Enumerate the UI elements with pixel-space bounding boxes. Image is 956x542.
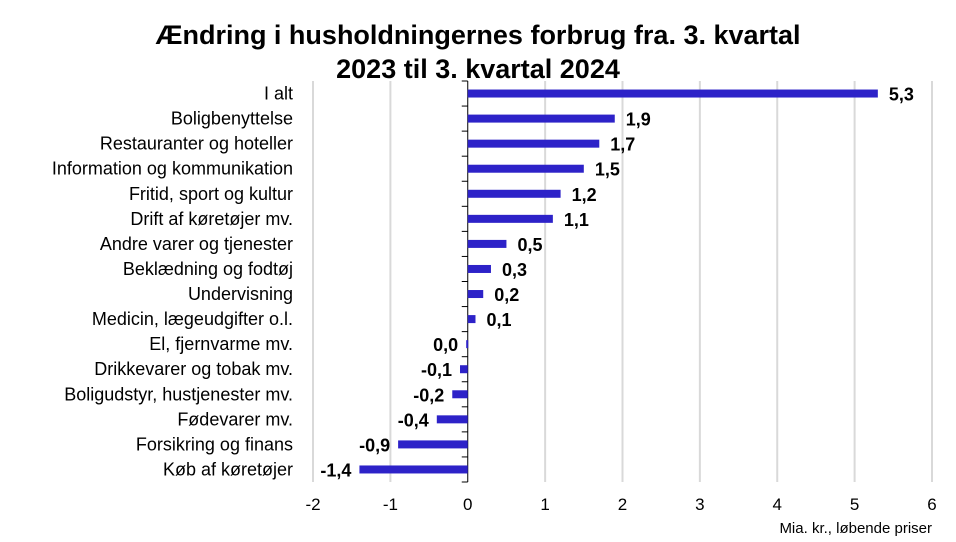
- x-tick-label: 2: [618, 495, 627, 514]
- x-tick-label: 4: [773, 495, 782, 514]
- data-label: 1,7: [610, 135, 635, 155]
- category-label: Fritid, sport og kultur: [129, 184, 293, 204]
- x-tick-label: 5: [850, 495, 859, 514]
- category-label: Køb af køretøjer: [163, 459, 293, 479]
- data-label: 1,9: [626, 110, 651, 130]
- category-label: Medicin, lægeudgifter o.l.: [92, 309, 293, 329]
- bar: [467, 264, 491, 273]
- category-label: El, fjernvarme mv.: [149, 334, 293, 354]
- category-label: Restauranter og hoteller: [100, 134, 293, 154]
- category-label: Drift af køretøjer mv.: [130, 209, 293, 229]
- data-label: -0,4: [398, 410, 429, 430]
- data-label: -0,9: [359, 435, 390, 455]
- category-label: Undervisning: [188, 284, 293, 304]
- category-label: Fødevarer mv.: [177, 409, 293, 429]
- axis-unit-note: Mia. kr., løbende priser: [779, 520, 932, 537]
- bar: [467, 189, 561, 198]
- bar: [467, 290, 484, 299]
- data-label: -0,1: [421, 360, 452, 380]
- chart-title-line-1: Ændring i husholdningernes forbrug fra. …: [155, 20, 801, 50]
- data-label: -0,2: [413, 385, 444, 405]
- bar: [467, 214, 553, 223]
- data-label: 1,2: [572, 185, 597, 205]
- category-label: Information og kommunikation: [52, 159, 293, 179]
- x-tick-label: -1: [383, 495, 398, 514]
- x-tick-label: 6: [927, 495, 936, 514]
- category-labels: I alt Boligbenyttelse Restauranter og hote…: [52, 84, 293, 480]
- bar: [436, 415, 468, 424]
- chart-title-line-2: 2023 til 3. kvartal 2024: [336, 54, 620, 84]
- data-label: 1,1: [564, 210, 589, 230]
- grid-lines: [312, 81, 933, 482]
- tick-labels: -2 -1 0 1 2 3 4 5 6: [305, 495, 936, 514]
- data-label: 0,5: [517, 235, 542, 255]
- bar: [467, 164, 584, 173]
- category-label: Boligudstyr, hustjenester mv.: [64, 384, 293, 404]
- data-label: 0,1: [486, 310, 511, 330]
- bar: [467, 239, 507, 248]
- bar: [460, 365, 468, 374]
- data-label: 0,0: [433, 335, 458, 355]
- category-label: I alt: [264, 84, 293, 104]
- x-tick-label: -2: [305, 495, 320, 514]
- bars: [359, 89, 878, 474]
- bar: [466, 340, 469, 349]
- category-label: Andre varer og tjenester: [100, 234, 293, 254]
- x-tick-label: 1: [540, 495, 549, 514]
- category-label: Forsikring og finans: [136, 434, 293, 454]
- data-labels: 5,3 1,9 1,7 1,5 1,2 1,1 0,5 0,3 0,2 0,1 0,0 -0,1 -0,…: [320, 85, 913, 481]
- x-tick-label: 0: [463, 495, 472, 514]
- bar: [467, 114, 615, 123]
- chart-title: Ændring i husholdningernes forbrug fra. …: [0, 18, 956, 86]
- bar: [452, 390, 468, 399]
- data-label: 0,3: [502, 260, 527, 280]
- category-label: Boligbenyttelse: [171, 109, 293, 129]
- category-label: Beklædning og fodtøj: [123, 259, 293, 279]
- x-tick-label: 3: [695, 495, 704, 514]
- category-label: Drikkevarer og tobak mv.: [94, 359, 293, 379]
- data-label: 1,5: [595, 160, 620, 180]
- data-label: 0,2: [494, 285, 519, 305]
- data-label: -1,4: [320, 460, 351, 480]
- bar: [467, 139, 600, 148]
- bar: [467, 89, 878, 98]
- bar: [467, 315, 476, 324]
- bar: [359, 465, 468, 474]
- data-label: 5,3: [889, 85, 914, 105]
- value-axis: [461, 80, 469, 483]
- bar: [398, 440, 468, 449]
